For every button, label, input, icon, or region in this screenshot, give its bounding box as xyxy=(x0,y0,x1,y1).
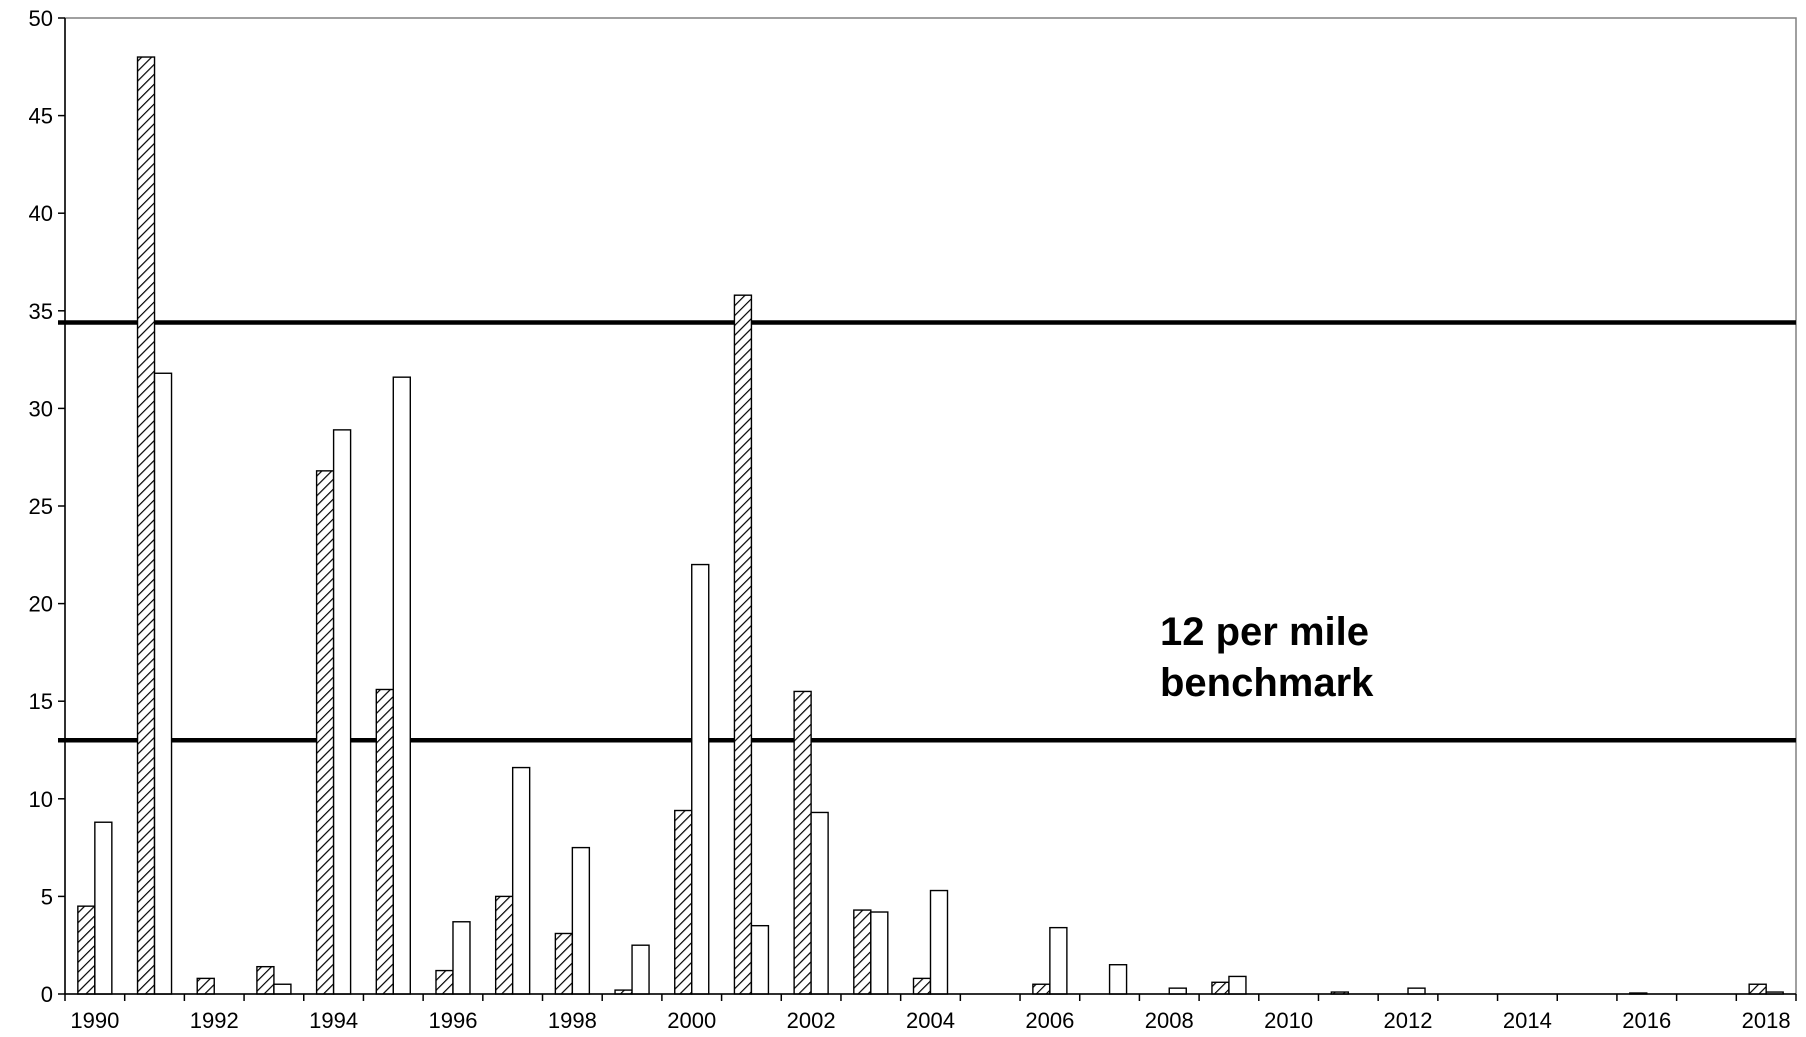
y-tick-label: 40 xyxy=(29,201,53,226)
x-tick-label-2006: 2006 xyxy=(1025,1008,1074,1033)
bar-white-1998 xyxy=(571,846,591,995)
bar-white-1996 xyxy=(452,921,471,995)
bar-hatched-1991 xyxy=(136,56,156,995)
x-tick-label-2002: 2002 xyxy=(787,1008,836,1033)
x-tick-label-2016: 2016 xyxy=(1622,1008,1671,1033)
bar-white-1991 xyxy=(153,372,173,995)
bar-hatched-2000 xyxy=(674,809,693,995)
bar-white-1994 xyxy=(332,429,352,995)
bar-hatched-2018 xyxy=(1748,983,1767,995)
bar-hatched-1992 xyxy=(196,977,215,995)
bar-hatched-2003 xyxy=(853,909,872,995)
bar-hatched-1995 xyxy=(375,688,394,995)
bar-hatched-1997 xyxy=(494,895,514,995)
bar-white-1999 xyxy=(631,944,650,995)
y-tick-label: 35 xyxy=(29,299,53,324)
bar-hatched-1994 xyxy=(315,470,335,995)
bar-white-2009 xyxy=(1228,975,1247,995)
y-tick-label: 0 xyxy=(41,982,53,1007)
x-tick-label-1990: 1990 xyxy=(70,1008,119,1033)
y-tick-label: 30 xyxy=(29,396,53,421)
x-tick-label-2012: 2012 xyxy=(1384,1008,1433,1033)
x-tick-label-2014: 2014 xyxy=(1503,1008,1552,1033)
x-tick-label-1992: 1992 xyxy=(190,1008,239,1033)
y-tick-label: 20 xyxy=(29,592,53,617)
bar-hatched-2002 xyxy=(793,690,812,995)
bar-white-2000 xyxy=(691,563,710,995)
bar-hatched-1996 xyxy=(435,969,454,995)
bar-white-2004 xyxy=(929,889,949,995)
y-tick-label: 5 xyxy=(41,884,53,909)
y-tick-label: 45 xyxy=(29,104,53,129)
bar-white-2003 xyxy=(870,911,889,995)
y-tick-label: 10 xyxy=(29,787,53,812)
x-tick-label-2010: 2010 xyxy=(1264,1008,1313,1033)
bar-white-2001 xyxy=(750,924,770,995)
bar-series xyxy=(77,56,1784,995)
bar-hatched-2001 xyxy=(733,294,753,995)
benchmark-annotation-line2: benchmark xyxy=(1160,661,1374,705)
x-tick-label-1998: 1998 xyxy=(548,1008,597,1033)
x-tick-label-1996: 1996 xyxy=(429,1008,478,1033)
y-tick-label: 50 xyxy=(29,6,53,31)
x-tick-label-2004: 2004 xyxy=(906,1008,955,1033)
bar-white-2012 xyxy=(1407,987,1426,995)
bar-white-2006 xyxy=(1049,926,1068,995)
x-tick-label-2000: 2000 xyxy=(667,1008,716,1033)
bar-hatched-2004 xyxy=(912,977,932,995)
bar-hatched-2006 xyxy=(1032,983,1051,995)
bar-white-1990 xyxy=(94,821,113,995)
x-tick-label-2018: 2018 xyxy=(1742,1008,1791,1033)
x-tick-label-1994: 1994 xyxy=(309,1008,358,1033)
bar-hatched-1990 xyxy=(77,905,96,995)
bar-white-2008 xyxy=(1168,987,1187,995)
bar-white-2002 xyxy=(810,811,829,995)
bar-hatched-1998 xyxy=(554,932,574,995)
bar-white-1997 xyxy=(511,766,531,995)
bar-hatched-2009 xyxy=(1211,981,1230,995)
bar-white-1993 xyxy=(273,983,292,995)
benchmark-annotation-line1: 12 per mile xyxy=(1160,610,1369,654)
y-tick-label: 25 xyxy=(29,494,53,519)
axes: 0 5 10 15 20 25 30 35 40 45 50 1990 1992 1994 1996 1998… xyxy=(29,6,1797,1033)
x-tick-label-2008: 2008 xyxy=(1145,1008,1194,1033)
bar-white-2007 xyxy=(1108,964,1128,995)
y-tick-label: 15 xyxy=(29,689,53,714)
bar-white-1995 xyxy=(392,376,411,995)
bar-hatched-1993 xyxy=(256,965,275,995)
